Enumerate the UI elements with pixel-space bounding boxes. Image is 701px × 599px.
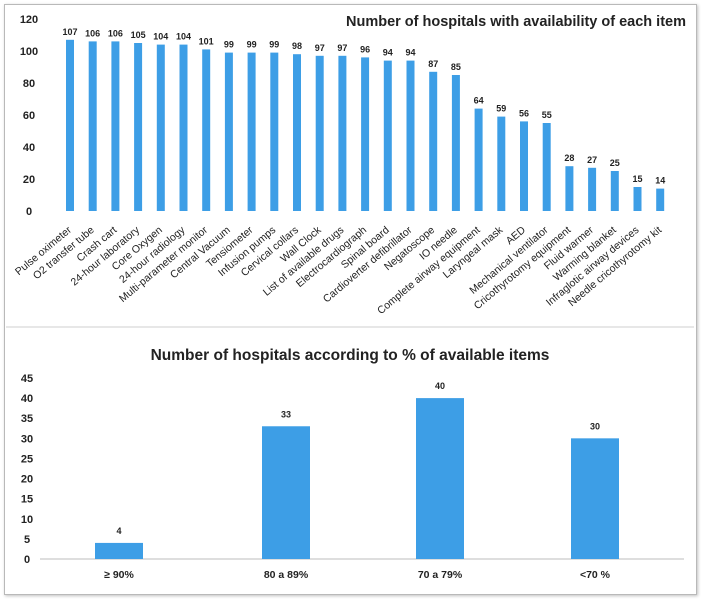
chart1-value-label: 97 bbox=[315, 43, 325, 53]
chart1-value-label: 104 bbox=[176, 32, 191, 42]
chart1-bar bbox=[361, 57, 370, 212]
chart1-y-tick-label: 0 bbox=[26, 206, 32, 218]
chart1-value-label: 28 bbox=[564, 153, 574, 163]
chart1-bar bbox=[565, 166, 574, 211]
chart1-bar bbox=[88, 41, 97, 212]
chart2-bar bbox=[571, 438, 619, 559]
chart1-value-label: 99 bbox=[247, 40, 257, 50]
chart1-value-label: 99 bbox=[224, 40, 234, 50]
chart1-y-tick-label: 60 bbox=[23, 110, 35, 122]
chart1-bar bbox=[542, 123, 551, 211]
chart2-y-tick-label: 25 bbox=[21, 453, 33, 465]
chart1-value-label: 105 bbox=[131, 30, 146, 40]
chart1-y-tick-label: 20 bbox=[23, 174, 35, 186]
chart1-bar bbox=[383, 60, 392, 211]
chart2-y-tick-label: 20 bbox=[21, 474, 33, 486]
chart1-bar bbox=[588, 167, 597, 211]
chart1-bar bbox=[497, 116, 506, 211]
chart2-category-label: 80 a 89% bbox=[264, 569, 309, 581]
chart1-bar bbox=[202, 49, 211, 212]
chart1-bar bbox=[656, 188, 665, 211]
chart2-bar bbox=[262, 426, 310, 559]
chart1-value-label: 106 bbox=[85, 28, 100, 38]
chart1-value-label: 56 bbox=[519, 108, 529, 118]
chart1-value-label: 55 bbox=[542, 110, 552, 120]
chart1-value-label: 25 bbox=[610, 158, 620, 168]
chart2-value-label: 30 bbox=[590, 421, 600, 431]
chart2-y-tick-label: 5 bbox=[24, 534, 30, 546]
chart1-bar bbox=[111, 41, 120, 212]
chart1-value-label: 87 bbox=[428, 59, 438, 69]
chart1-value-label: 85 bbox=[451, 62, 461, 72]
chart1-value-label: 59 bbox=[496, 104, 506, 114]
chart1-bar bbox=[406, 60, 415, 211]
chart1-bar bbox=[474, 108, 483, 211]
chart1-bar bbox=[338, 55, 347, 211]
chart1-bar bbox=[429, 71, 438, 211]
chart1-value-label: 96 bbox=[360, 44, 370, 54]
chart2-category-label: ≥ 90% bbox=[104, 569, 134, 581]
chart2-value-label: 4 bbox=[116, 526, 121, 536]
chart1-value-label: 106 bbox=[108, 28, 123, 38]
chart2-y-tick-label: 10 bbox=[21, 514, 33, 526]
chart1-value-label: 64 bbox=[474, 96, 484, 106]
chart2-category-label: <70 % bbox=[580, 569, 611, 581]
chart1-bar bbox=[315, 55, 324, 211]
chart1-value-label: 27 bbox=[587, 155, 597, 165]
chart1-bar bbox=[270, 52, 279, 211]
chart2-category-label: 70 a 79% bbox=[418, 569, 463, 581]
chart2-bar bbox=[95, 542, 143, 559]
chart1-value-label: 99 bbox=[269, 40, 279, 50]
chart2-y-tick-label: 15 bbox=[21, 494, 33, 506]
chart1-value-label: 97 bbox=[337, 43, 347, 53]
chart1-y-tick-label: 120 bbox=[20, 14, 38, 26]
chart2-y-tick-label: 35 bbox=[21, 413, 33, 425]
chart1-bar bbox=[610, 171, 619, 211]
chart1-value-label: 14 bbox=[655, 176, 665, 186]
chart1-value-label: 94 bbox=[405, 48, 415, 58]
chart2-y-tick-label: 45 bbox=[21, 373, 33, 385]
chart1-bar bbox=[293, 54, 301, 212]
chart1-bar bbox=[179, 44, 188, 211]
chart1-bar bbox=[66, 39, 74, 211]
chart2-value-label: 33 bbox=[281, 409, 291, 419]
chart2-y-tick-label: 0 bbox=[24, 554, 30, 566]
chart1-bar bbox=[520, 121, 528, 211]
chart2-value-label: 40 bbox=[435, 381, 445, 391]
chart1-y-tick-label: 40 bbox=[23, 142, 35, 154]
chart1-bar bbox=[633, 187, 642, 211]
chart2-y-tick-label: 40 bbox=[21, 393, 33, 405]
chart2-title: Number of hospitals according to % of av… bbox=[151, 347, 550, 364]
chart1-value-label: 15 bbox=[632, 174, 642, 184]
chart1-bar bbox=[134, 43, 143, 211]
chart1-value-label: 98 bbox=[292, 41, 302, 51]
chart2-y-tick-label: 30 bbox=[21, 433, 33, 445]
chart1-title: Number of hospitals with availability of… bbox=[346, 14, 686, 30]
chart1-y-tick-label: 80 bbox=[23, 78, 35, 90]
chart1-y-tick-label: 100 bbox=[20, 46, 38, 58]
chart1-bar bbox=[451, 75, 460, 211]
chart-hospitals-by-percentage: Number of hospitals according to % of av… bbox=[21, 347, 684, 581]
chart-availability-by-item: Number of hospitals with availability of… bbox=[13, 14, 686, 317]
chart1-value-label: 101 bbox=[199, 36, 214, 46]
chart1-value-label: 107 bbox=[62, 27, 77, 37]
chart2-bar bbox=[416, 398, 464, 559]
chart1-bar bbox=[247, 52, 256, 211]
chart1-bar bbox=[224, 52, 233, 211]
chart1-value-label: 104 bbox=[153, 32, 168, 42]
chart1-bar bbox=[156, 44, 165, 211]
chart1-value-label: 94 bbox=[383, 48, 393, 58]
